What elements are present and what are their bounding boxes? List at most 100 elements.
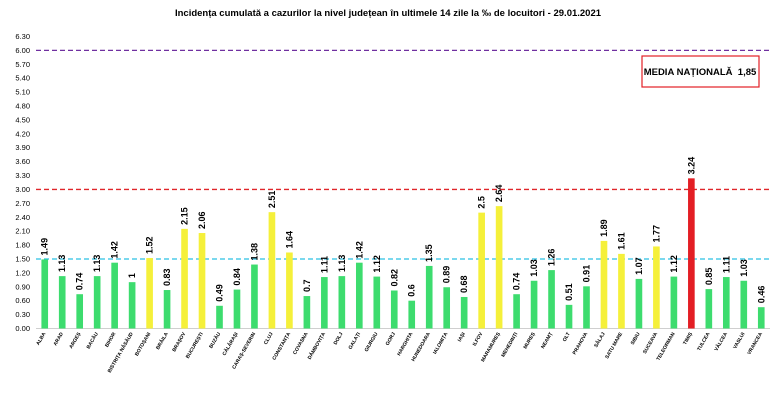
bar bbox=[76, 294, 84, 329]
y-tick-label: 5.70 bbox=[15, 60, 30, 69]
bar bbox=[111, 262, 118, 329]
data-label: 0.91 bbox=[582, 265, 592, 283]
data-label: 1.64 bbox=[284, 231, 294, 249]
y-tick-label: 1.50 bbox=[15, 254, 30, 263]
y-tick-label: 3.60 bbox=[15, 157, 30, 166]
x-tick-label: HARGHITA bbox=[396, 331, 414, 357]
y-tick-label: 6.00 bbox=[15, 46, 30, 55]
x-tick-label: GIURGIU bbox=[364, 331, 380, 353]
x-tick-label: SĂLAJ bbox=[592, 331, 606, 349]
x-tick-label: CĂLĂRAȘI bbox=[221, 330, 240, 356]
data-label: 1.11 bbox=[319, 256, 329, 273]
data-label: 1.42 bbox=[110, 241, 120, 259]
x-tick-label: SIBIU bbox=[630, 331, 642, 346]
bar bbox=[618, 253, 625, 329]
data-label: 2.64 bbox=[494, 185, 504, 203]
x-tick-label: TULCEA bbox=[696, 331, 712, 352]
bar bbox=[286, 252, 293, 329]
bar bbox=[653, 246, 660, 329]
data-label: 0.74 bbox=[75, 273, 85, 291]
y-axis: 0.00 0.30 0.60 0.90 1.20 1.50 1.80 2.10 2.40 2.70… bbox=[15, 32, 770, 333]
bar bbox=[460, 296, 468, 329]
bar bbox=[425, 265, 433, 329]
data-label: 0.6 bbox=[407, 284, 417, 297]
data-label: 0.68 bbox=[459, 275, 469, 293]
bar bbox=[216, 305, 223, 329]
x-tick-label: PRAHOVA bbox=[572, 331, 590, 356]
data-label: 3.24 bbox=[686, 157, 696, 175]
bars bbox=[41, 178, 765, 329]
bar bbox=[41, 259, 49, 329]
data-label: 0.74 bbox=[512, 273, 522, 291]
data-label: 1.35 bbox=[424, 244, 434, 262]
bar bbox=[93, 276, 101, 329]
data-label: 0.7 bbox=[302, 280, 312, 293]
x-tick-label: BUCUREȘTI bbox=[185, 331, 205, 360]
data-label: 1.49 bbox=[40, 238, 50, 256]
x-tick-label: MEHEDINȚI bbox=[500, 331, 519, 358]
national-average-annotation: MEDIA NAȚIONALĂ 1,85 bbox=[641, 55, 760, 88]
bar bbox=[688, 178, 695, 329]
y-tick-label: 0.00 bbox=[15, 324, 30, 333]
y-tick-label: 2.10 bbox=[15, 227, 30, 236]
y-tick-label: 4.50 bbox=[15, 115, 30, 124]
y-tick-label: 0.30 bbox=[15, 310, 30, 319]
bar bbox=[146, 258, 153, 329]
x-tick-label: GORJ bbox=[385, 331, 397, 346]
x-tick-label: ARAD bbox=[53, 331, 66, 347]
x-tick-label: HUNEDOARA bbox=[411, 331, 433, 362]
data-label: 1 bbox=[127, 273, 137, 278]
bar bbox=[565, 304, 573, 329]
data-label: 2.51 bbox=[267, 191, 277, 209]
data-label: 1.03 bbox=[739, 259, 749, 277]
bar bbox=[705, 289, 713, 329]
data-labels: 1.49 1.13 0.74 1.13 1.42 1 1.52 0.83 2.15 2.06 0.4… bbox=[40, 157, 767, 303]
x-tick-label: BRAȘOV bbox=[171, 331, 187, 353]
x-tick-label: BRĂILA bbox=[154, 331, 170, 351]
y-tick-label: 2.40 bbox=[15, 213, 30, 222]
chart-title: Incidența cumulată a cazurilor la nivel … bbox=[175, 8, 602, 19]
x-tick-label: BUZĂU bbox=[207, 331, 222, 350]
data-label: 2.06 bbox=[197, 211, 207, 229]
data-label: 1.38 bbox=[249, 243, 259, 261]
y-tick-label: 3.30 bbox=[15, 171, 30, 180]
x-tick-label: BOTOȘANI bbox=[134, 331, 153, 357]
data-label: 1.26 bbox=[547, 249, 557, 267]
y-tick-label: 4.80 bbox=[15, 102, 30, 111]
x-tick-label: VRANCEA bbox=[746, 331, 764, 356]
y-tick-label: 1.20 bbox=[15, 268, 30, 277]
x-tick-label: CLUJ bbox=[263, 331, 275, 345]
x-tick-label: BIHOR bbox=[104, 331, 117, 348]
y-tick-label: 6.30 bbox=[15, 32, 30, 41]
annotation-text: MEDIA NAȚIONALĂ 1,85 bbox=[644, 67, 757, 78]
data-label: 0.46 bbox=[756, 286, 766, 304]
bar bbox=[757, 307, 765, 329]
y-tick-label: 4.20 bbox=[15, 129, 30, 138]
data-label: 1.11 bbox=[721, 256, 731, 273]
data-label: 2.5 bbox=[477, 196, 487, 209]
bar bbox=[233, 289, 241, 329]
x-tick-label: ALBA bbox=[35, 331, 47, 346]
data-label: 0.85 bbox=[704, 268, 714, 286]
data-label: 1.13 bbox=[57, 255, 67, 273]
bar bbox=[303, 296, 311, 329]
data-label: 0.84 bbox=[232, 268, 242, 286]
y-tick-label: 5.10 bbox=[15, 88, 30, 97]
bar bbox=[443, 287, 451, 329]
y-tick-label: 1.80 bbox=[15, 241, 30, 250]
bar bbox=[338, 276, 346, 329]
bar bbox=[390, 290, 398, 329]
bar bbox=[513, 294, 520, 329]
y-tick-label: 3.90 bbox=[15, 143, 30, 152]
y-tick-label: 5.40 bbox=[15, 74, 30, 83]
data-label: 1.89 bbox=[599, 219, 609, 237]
data-label: 0.82 bbox=[389, 269, 399, 287]
bar bbox=[373, 276, 381, 329]
x-tick-label: DOLJ bbox=[333, 331, 345, 346]
data-label: 1.13 bbox=[92, 255, 102, 273]
x-tick-label: CONSTANȚA bbox=[271, 331, 292, 361]
bar bbox=[530, 280, 538, 329]
x-tick-label: OLT bbox=[562, 332, 572, 343]
bar bbox=[548, 270, 555, 329]
